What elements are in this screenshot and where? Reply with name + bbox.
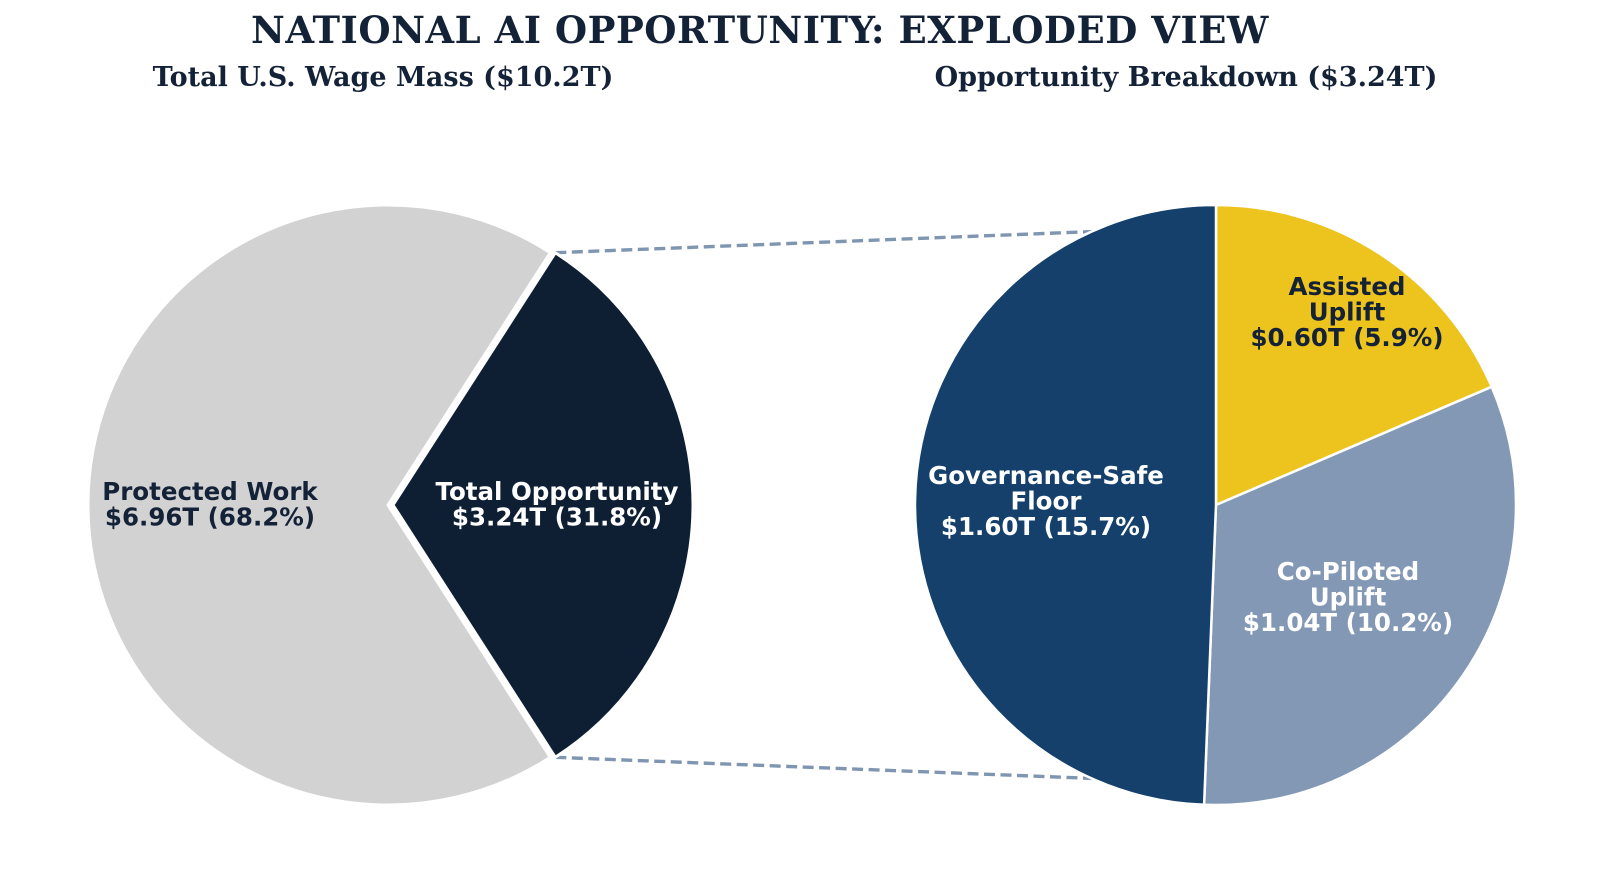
opportunity-breakdown-pie-label-assisted-uplift: Assisted Uplift $0.60T (5.9%) bbox=[1250, 272, 1443, 352]
left-pie-subtitle: Total U.S. Wage Mass ($10.2T) bbox=[152, 62, 614, 93]
opportunity-breakdown-pie-label-co-piloted-uplift: Co-Piloted Uplift $1.04T (10.2%) bbox=[1243, 557, 1453, 637]
opportunity-breakdown-pie-label-governance-safe-floor: Governance-Safe Floor $1.60T (15.7%) bbox=[928, 461, 1164, 541]
wage-mass-pie-slice-total-opportunity bbox=[391, 251, 695, 759]
figure-title: NATIONAL AI OPPORTUNITY: EXPLODED VIEW bbox=[251, 8, 1269, 52]
opportunity-breakdown-pie-slice-assisted-uplift bbox=[1214, 203, 1493, 507]
wage-mass-pie-slice-protected-work bbox=[86, 203, 552, 807]
opportunity-breakdown-pie-slice-governance-safe-floor bbox=[913, 203, 1218, 807]
wage-mass-pie-label-protected-work: Protected Work $6.96T (68.2%) bbox=[102, 477, 318, 532]
right-pie-subtitle: Opportunity Breakdown ($3.24T) bbox=[934, 62, 1438, 93]
explode-connector-bottom bbox=[555, 755, 1093, 781]
explode-connector-top bbox=[555, 229, 1093, 255]
wage-mass-pie-label-total-opportunity: Total Opportunity $3.24T (31.8%) bbox=[436, 477, 679, 532]
opportunity-breakdown-pie-slice-co-piloted-uplift bbox=[1202, 385, 1518, 807]
